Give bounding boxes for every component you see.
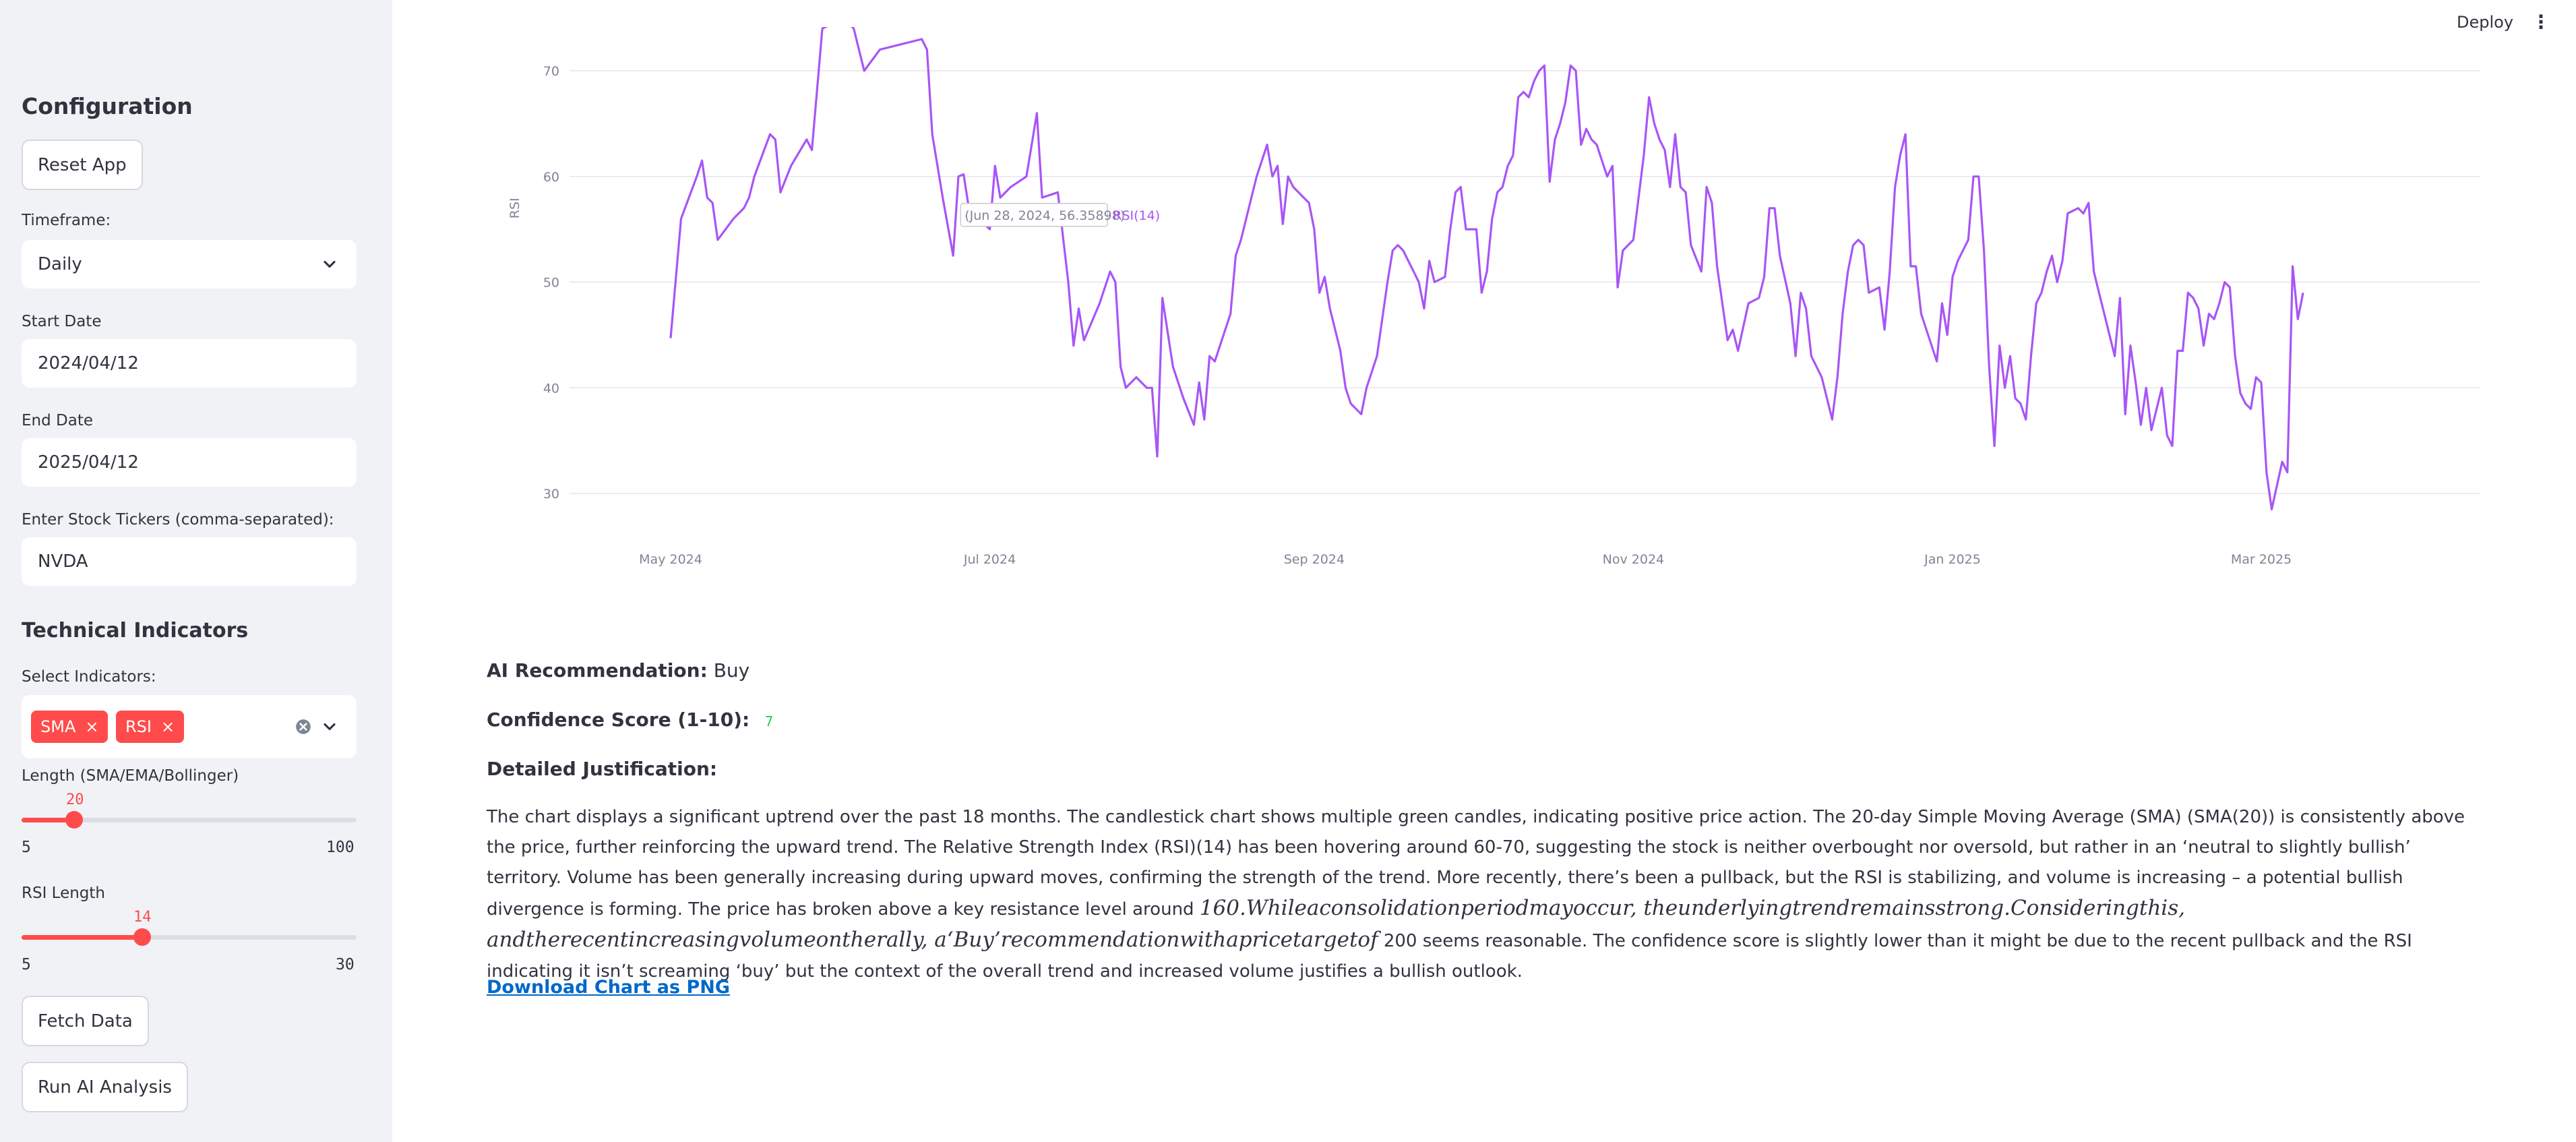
- y-tick-label: 70: [543, 64, 559, 79]
- clear-all-icon[interactable]: [295, 718, 312, 735]
- indicators-multiselect[interactable]: SMA × RSI ×: [22, 695, 357, 758]
- timeframe-label: Timeframe:: [22, 212, 111, 229]
- indicator-tag-label: RSI: [125, 717, 152, 736]
- tooltip-box: [960, 203, 1109, 227]
- remove-tag-icon[interactable]: ×: [85, 717, 99, 736]
- x-tick-label: Jan 2025: [1924, 552, 1981, 567]
- length-label: Length (SMA/EMA/Bollinger): [22, 767, 239, 785]
- y-tick-label: 40: [543, 381, 559, 396]
- y-axis-label: RSI: [508, 198, 522, 218]
- y-tick-label: 30: [543, 487, 559, 502]
- sidebar: Configuration Reset App Timeframe: Daily…: [0, 0, 392, 1142]
- y-tick-label: 50: [543, 276, 559, 291]
- confidence-value: 7: [765, 713, 774, 729]
- tooltip-series-label: RSI(14): [1113, 208, 1160, 223]
- length-max: 100: [326, 839, 355, 856]
- remove-tag-icon[interactable]: ×: [161, 717, 175, 736]
- x-tick-label: May 2024: [639, 552, 702, 567]
- x-axis-ticks: May 2024 Jul 2024 Sep 2024 Nov 2024 Jan 2025…: [639, 552, 2292, 567]
- ai-recommendation: AI Recommendation: Buy: [487, 659, 749, 682]
- indicator-tag-rsi[interactable]: RSI ×: [116, 711, 185, 743]
- x-tick-label: Mar 2025: [2231, 552, 2292, 567]
- select-indicators-label: Select Indicators:: [22, 668, 156, 686]
- x-tick-label: Sep 2024: [1284, 552, 1345, 567]
- indicator-tag-label: SMA: [40, 717, 76, 736]
- justification-part-2: 200 seems reasonable. The confidence sco…: [487, 931, 2412, 982]
- timeframe-value: Daily: [38, 254, 82, 274]
- reset-app-button[interactable]: Reset App: [22, 140, 143, 190]
- rsi-length-min: 5: [22, 956, 31, 973]
- indicator-tag-sma[interactable]: SMA ×: [31, 711, 109, 743]
- y-axis-ticks: 30 40 50 60 70: [543, 64, 559, 502]
- length-value: 20: [66, 791, 84, 808]
- start-date-input[interactable]: 2024/04/12: [22, 339, 357, 388]
- rsi-length-slider[interactable]: [22, 928, 357, 946]
- justification-text: The chart displays a significant uptrend…: [487, 802, 2478, 987]
- rsi-chart[interactable]: 30 40 50 60 70 May 2024 Jul 2024 Sep 2024 Nov 2…: [472, 27, 2509, 587]
- end-date-input[interactable]: 2025/04/12: [22, 438, 357, 487]
- length-min: 5: [22, 839, 31, 856]
- start-date-label: Start Date: [22, 313, 102, 330]
- recommendation-label: AI Recommendation:: [487, 659, 708, 682]
- end-date-label: End Date: [22, 412, 93, 429]
- chevron-down-icon: [324, 260, 336, 268]
- tickers-input[interactable]: NVDA: [22, 537, 357, 586]
- tooltip-text: (Jun 28, 2024, 56.35898): [964, 208, 1125, 223]
- justification-math-text: 160.Whileaconsolidationperiodmayoccur, t…: [487, 896, 2185, 952]
- main-menu-icon[interactable]: ⋮: [2532, 11, 2550, 33]
- confidence-label: Confidence Score (1-10):: [487, 709, 750, 731]
- x-tick-label: Nov 2024: [1603, 552, 1664, 567]
- rsi-length-value: 14: [133, 909, 152, 926]
- length-slider[interactable]: [22, 811, 357, 829]
- y-tick-label: 60: [543, 170, 559, 185]
- run-ai-analysis-button[interactable]: Run AI Analysis: [22, 1062, 188, 1112]
- technical-indicators-heading: Technical Indicators: [22, 619, 249, 642]
- length-slider-fill: [22, 818, 75, 822]
- justification-heading: Detailed Justification:: [487, 758, 718, 780]
- x-tick-label: Jul 2024: [963, 552, 1016, 567]
- chart-tooltip: (Jun 28, 2024, 56.35898) RSI(14): [960, 203, 1160, 227]
- rsi-series-line[interactable]: [669, 27, 2304, 511]
- configuration-heading: Configuration: [22, 93, 193, 119]
- rsi-length-label: RSI Length: [22, 884, 106, 902]
- rsi-length-max: 30: [336, 956, 355, 973]
- rsi-slider-fill: [22, 935, 142, 940]
- length-slider-handle[interactable]: [65, 811, 84, 829]
- confidence-score: Confidence Score (1-10): 7: [487, 709, 773, 731]
- chevron-down-icon: [324, 723, 336, 731]
- rsi-slider-handle[interactable]: [133, 928, 151, 946]
- tickers-label: Enter Stock Tickers (comma-separated):: [22, 511, 334, 529]
- timeframe-select[interactable]: Daily: [22, 240, 357, 289]
- justification-part-1: The chart displays a significant uptrend…: [487, 807, 2465, 920]
- deploy-button[interactable]: Deploy: [2457, 13, 2514, 32]
- chart-gridlines: [570, 70, 2480, 494]
- download-chart-link[interactable]: Download Chart as PNG: [487, 977, 730, 998]
- fetch-data-button[interactable]: Fetch Data: [22, 996, 149, 1046]
- recommendation-value: Buy: [713, 659, 750, 682]
